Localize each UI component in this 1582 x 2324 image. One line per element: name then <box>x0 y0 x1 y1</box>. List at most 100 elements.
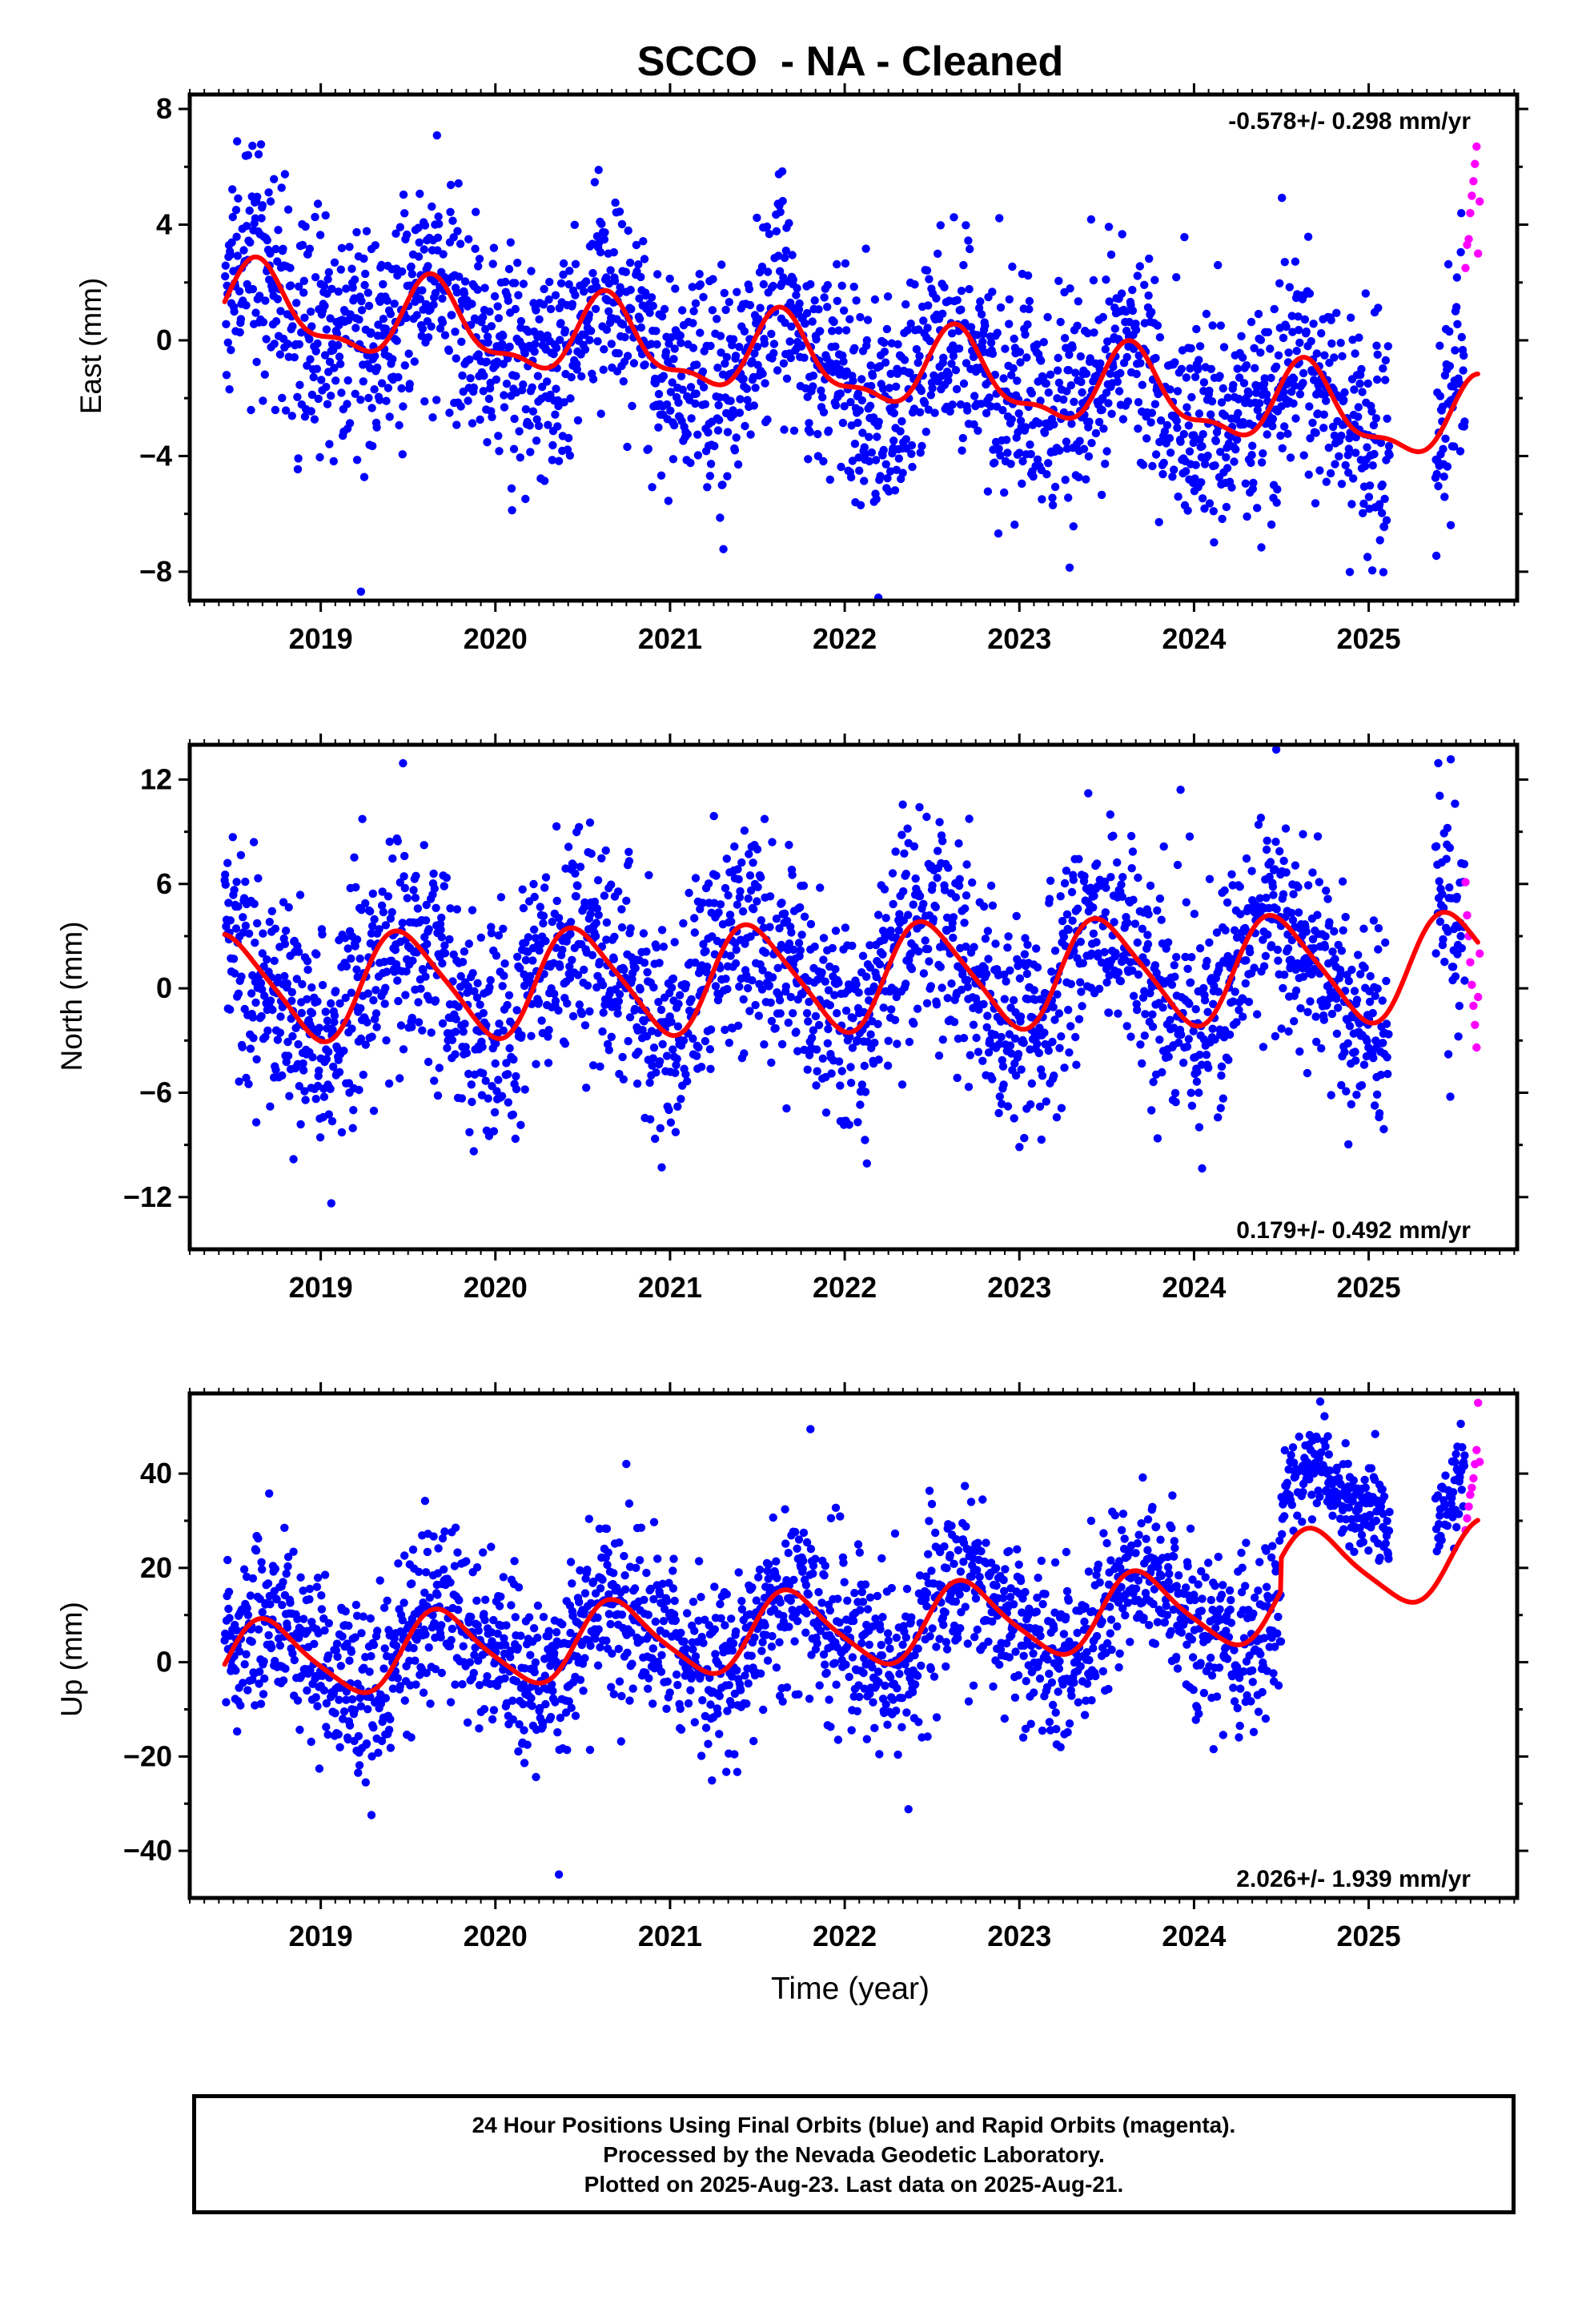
east-final-point-325 <box>390 300 399 308</box>
north-final-point-1869 <box>1198 1164 1207 1173</box>
north-final-point-1318 <box>909 900 917 909</box>
east-final-point-1454 <box>974 304 984 312</box>
east-final-point-923 <box>699 383 709 392</box>
east-final-point-1894 <box>1209 507 1219 516</box>
east-final-point-1339 <box>913 358 922 368</box>
north-rapid-point-0 <box>1461 878 1470 887</box>
east-final-point-336 <box>396 223 404 231</box>
north-final-point-1433 <box>970 943 978 951</box>
north-final-point-2143 <box>1339 926 1347 935</box>
north-final-point-1007 <box>745 850 753 858</box>
east-final-point-1661 <box>1083 328 1092 338</box>
east-final-point-1642 <box>1074 472 1083 482</box>
north-final-point-1038 <box>761 948 770 957</box>
north-final-point-1512 <box>1010 1034 1020 1043</box>
east-final-point-219 <box>336 265 345 274</box>
north-final-point-1731 <box>1123 919 1132 927</box>
east-final-point-2000 <box>1263 328 1273 336</box>
east-final-point-171 <box>311 273 320 282</box>
north-final-point-520 <box>491 1059 500 1068</box>
north-model-curve <box>222 910 1480 1044</box>
east-final-point-147 <box>298 240 307 250</box>
north-final-point-1086 <box>787 928 796 937</box>
east-final-point-2028 <box>1278 444 1287 452</box>
east-final-point-1769 <box>1140 280 1149 289</box>
east-final-point-1926 <box>1227 432 1235 441</box>
east-final-point-758 <box>611 198 620 207</box>
east-final-point-1191 <box>838 418 848 428</box>
east-final-point-1288 <box>886 369 895 378</box>
north-final-point-1057 <box>772 915 781 923</box>
north-final-point-2178 <box>1356 970 1365 979</box>
north-final-point-242 <box>343 944 352 953</box>
east-final-point-616 <box>539 300 548 309</box>
east-final-point-1258 <box>872 495 881 504</box>
north-final-point-2126 <box>1330 927 1339 936</box>
east-final-point-1500 <box>998 406 1007 415</box>
east-final-point-2130 <box>1332 308 1341 317</box>
east-final-point-782 <box>623 352 632 360</box>
north-final-point-625 <box>550 989 559 999</box>
north-final-point-57 <box>250 899 259 908</box>
north-final-point-1029 <box>757 873 765 882</box>
east-final-point-2136 <box>1336 339 1345 348</box>
east-final-point-915 <box>695 270 704 279</box>
east-final-point-1357 <box>922 266 932 275</box>
east-final-point-469 <box>465 355 474 364</box>
east-final-point-16 <box>228 212 237 222</box>
north-final-point-1671 <box>1092 938 1101 947</box>
north-final-point-887 <box>683 1077 692 1086</box>
north-final-point-572 <box>520 1085 529 1094</box>
east-final-point-536 <box>499 360 508 368</box>
east-final-point-866 <box>669 455 678 464</box>
east-final-point-2169 <box>1355 333 1363 342</box>
north-final-point-1461 <box>984 955 993 963</box>
north-final-point-415 <box>435 1063 444 1072</box>
north-final-point-2214 <box>1375 1109 1384 1118</box>
north-final-point-1690 <box>1102 978 1111 987</box>
east-final-point-1825 <box>1173 387 1182 396</box>
east-final-point-667 <box>564 433 573 443</box>
north-final-point-1978 <box>1255 894 1265 903</box>
east-final-point-1616 <box>1061 476 1070 485</box>
north-final-point-2132 <box>1332 1029 1342 1039</box>
north-final-point-478 <box>469 1147 478 1156</box>
north-final-point-1928 <box>1229 997 1238 1006</box>
north-final-point-278 <box>361 899 370 908</box>
east-final-point-1956 <box>1242 361 1251 370</box>
north-final-point-562 <box>516 963 524 973</box>
east-final-point-746 <box>604 307 613 316</box>
east-final-point-977 <box>729 335 738 344</box>
east-final-point-130 <box>287 412 296 420</box>
north-final-point-257 <box>351 942 359 951</box>
east-final-point-1343 <box>915 408 925 416</box>
north-final-point-170 <box>307 983 316 992</box>
east-rapid-point-9 <box>1476 197 1484 206</box>
east-final-point-119 <box>281 406 291 415</box>
east-final-point-1004 <box>742 384 752 393</box>
east-ytick-label-3: 4 <box>156 208 172 241</box>
east-final-point-1057 <box>769 340 779 348</box>
north-final-point-1149 <box>821 977 830 986</box>
north-final-point-2105 <box>1319 1015 1329 1024</box>
east-final-point-1501 <box>999 374 1008 383</box>
north-final-point-999 <box>740 826 749 835</box>
east-rapid-point-5 <box>1469 177 1478 186</box>
east-final-point-1876 <box>1199 378 1209 387</box>
north-final-point-623 <box>548 917 556 927</box>
north-final-point-1225 <box>861 1136 869 1144</box>
north-rapid-point-9 <box>1476 949 1484 958</box>
east-final-point-1346 <box>917 386 926 396</box>
north-final-point-971 <box>726 951 735 960</box>
east-final-point-1226 <box>856 501 865 509</box>
east-final-point-1580 <box>1039 338 1049 347</box>
east-final-point-3 <box>222 371 231 380</box>
north-final-point-1394 <box>950 1018 959 1027</box>
north-final-point-989 <box>735 982 744 991</box>
north-final-point-1558 <box>1033 963 1042 972</box>
east-final-point-1355 <box>921 428 931 436</box>
east-final-point-1229 <box>858 428 867 437</box>
east-rapid-point-7 <box>1472 142 1481 151</box>
north-final-point-2050 <box>1291 965 1300 975</box>
